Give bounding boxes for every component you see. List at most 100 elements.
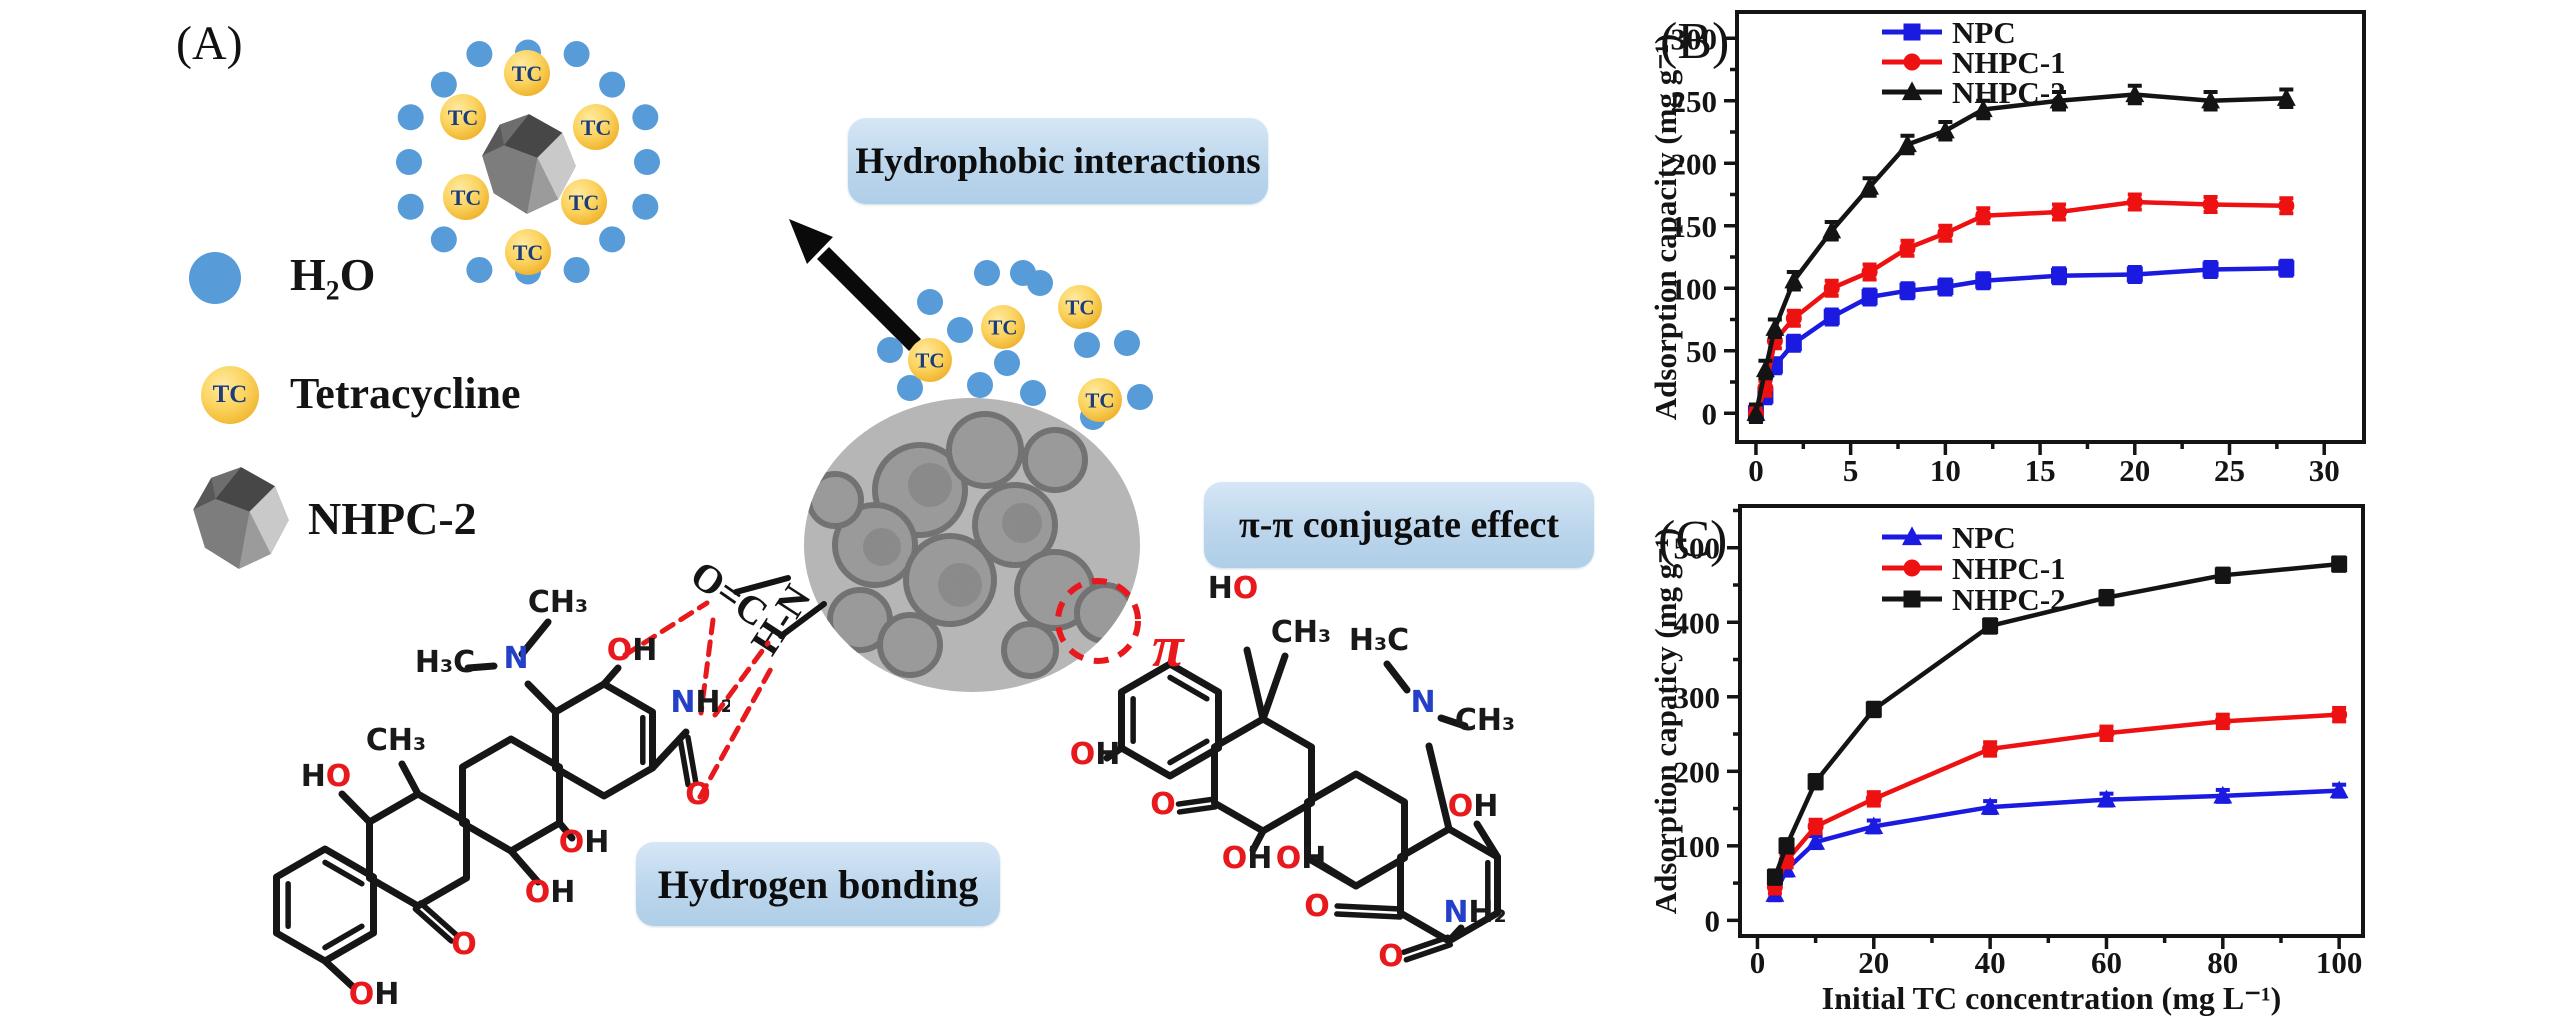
- svg-text:NHPC-2: NHPC-2: [1952, 582, 2066, 617]
- water-dot-icon: [430, 71, 457, 98]
- svg-text:200: 200: [1671, 146, 1718, 181]
- svg-text:NPC: NPC: [1952, 15, 2016, 50]
- atom-label-n: N: [1410, 685, 1435, 720]
- svg-text:20: 20: [2119, 453, 2150, 488]
- panel-a: (A) H₂O TC Tetracycline NHPC-2 TC TC TC TC T…: [176, 17, 1594, 1012]
- series-NHPC-2: [1766, 555, 2348, 886]
- atom-label-n: N: [503, 641, 528, 676]
- legend-water-label: H₂O: [290, 249, 376, 300]
- water-dot-icon: [1020, 380, 1046, 406]
- atom-label-h3c: H₃C: [1349, 623, 1409, 658]
- svg-text:0: 0: [1705, 903, 1721, 938]
- svg-text:5: 5: [1843, 453, 1859, 488]
- svg-text:150: 150: [1671, 209, 1718, 244]
- molecule-left-tetracycline: CH₃ H₃C N OH CH₃ HO NH₂ O OH OH O OH: [273, 585, 730, 1012]
- arrow-up-left-icon: [789, 219, 922, 352]
- axes: [1738, 504, 2365, 938]
- water-dot-icon: [897, 375, 923, 401]
- water-dot-icon: [967, 372, 993, 398]
- svg-text:NPC: NPC: [1952, 520, 2016, 555]
- water-dot-icon: [632, 193, 659, 220]
- water-dot-icon: [632, 104, 659, 131]
- tc-ball-text: TC: [581, 115, 612, 140]
- tc-ball-icon: [440, 94, 486, 140]
- water-dot-icon: [1114, 330, 1140, 356]
- tc-ball-icon: [908, 338, 952, 382]
- svg-text:0: 0: [1750, 945, 1766, 980]
- water-dot-icon: [974, 260, 1000, 286]
- water-dot-icon: [563, 256, 590, 283]
- tc-ball-text: TC: [451, 185, 482, 210]
- svg-text:200: 200: [1674, 754, 1721, 789]
- atom-label-ho: HO: [301, 759, 352, 794]
- tc-ball-text: TC: [512, 61, 543, 86]
- y-axis-title: Adsorption capaticy (mg g⁻¹): [1650, 528, 1683, 914]
- atom-label-ch3: CH₃: [1271, 615, 1331, 650]
- atom-label-oh: OH: [607, 633, 658, 668]
- water-dot-icon: [189, 252, 241, 304]
- atom-label-o: O: [1150, 787, 1176, 822]
- tc-ball-text: TC: [1085, 389, 1114, 413]
- tc-ball-icon: [573, 104, 619, 150]
- series-NHPC-1: [1766, 705, 2348, 896]
- series-NPC: [1765, 780, 2349, 903]
- svg-text:100: 100: [2316, 945, 2363, 980]
- big-cluster: TC TC TC TC TC TC: [396, 39, 660, 285]
- water-dot-icon: [396, 149, 422, 175]
- water-dot-icon: [1127, 384, 1153, 410]
- svg-text:15: 15: [2025, 453, 2056, 488]
- tc-ball-icon: [1078, 378, 1122, 422]
- water-dot-icon: [994, 350, 1020, 376]
- svg-text:400: 400: [1674, 605, 1721, 640]
- atom-label-oh: OH: [1070, 737, 1121, 772]
- atom-label-oh: OH: [1448, 789, 1499, 824]
- tem-image: [804, 398, 1140, 692]
- tc-ball-icon: [504, 50, 550, 96]
- panel-letter: (C): [1658, 511, 1727, 568]
- atom-label-ho: HO: [1208, 571, 1259, 606]
- svg-text:NHPC-1: NHPC-1: [1952, 45, 2066, 80]
- panel-letter: (B): [1660, 13, 1729, 70]
- atom-label-oh: OH: [1222, 841, 1273, 876]
- legend-nhpc2-label: NHPC-2: [308, 493, 477, 544]
- tc-ball-text: TC: [448, 105, 479, 130]
- svg-text:100: 100: [1674, 829, 1721, 864]
- svg-text:80: 80: [2207, 945, 2238, 980]
- atom-label-o: O: [685, 777, 711, 812]
- water-dot-icon: [877, 337, 903, 363]
- series-NHPC-2: [1746, 83, 2296, 424]
- tc-ball-text: TC: [1065, 296, 1094, 320]
- svg-text:NHPC-1: NHPC-1: [1952, 551, 2066, 586]
- atom-label-nh2: NH₂: [670, 685, 730, 720]
- atom-label-oh: OH: [349, 977, 400, 1012]
- pi-pi-conjugate-box: π-π conjugate effect: [1204, 482, 1594, 568]
- tc-ball-icon: TC: [201, 366, 259, 424]
- panel-b-chart: 0 5 10 15 20 25 30050100150200250300Adsorption…: [1650, 10, 2366, 488]
- tc-ball-icon: [505, 229, 551, 275]
- svg-text:0: 0: [1748, 453, 1764, 488]
- water-dot-icon: [466, 41, 493, 68]
- atom-label-oh: OH: [1276, 841, 1327, 876]
- water-dot-icon: [466, 256, 493, 283]
- tc-ball-text: TC: [212, 381, 248, 408]
- panel-a-label: (A): [176, 17, 243, 70]
- legend-tetracycline-label: Tetracycline: [290, 369, 521, 418]
- water-dot-icon: [1010, 260, 1036, 286]
- atom-label-o: O: [451, 927, 477, 962]
- water-dot-icon: [1074, 332, 1100, 358]
- svg-text:100: 100: [1671, 271, 1718, 306]
- atom-label-o: O: [1378, 939, 1404, 974]
- atom-label-ch3: CH₃: [528, 585, 588, 620]
- water-dot-icon: [599, 71, 626, 98]
- atom-label-oh: OH: [525, 875, 576, 910]
- atom-label-ch3: CH₃: [1455, 703, 1515, 738]
- tc-ball-text: TC: [988, 316, 1017, 340]
- svg-text:300: 300: [1671, 21, 1718, 56]
- ticks: [1727, 508, 2341, 949]
- tick-labels: 0 5 10 15 20 25 30050100150200250300Adsorption…: [1650, 13, 2340, 488]
- svg-text:25: 25: [2214, 453, 2245, 488]
